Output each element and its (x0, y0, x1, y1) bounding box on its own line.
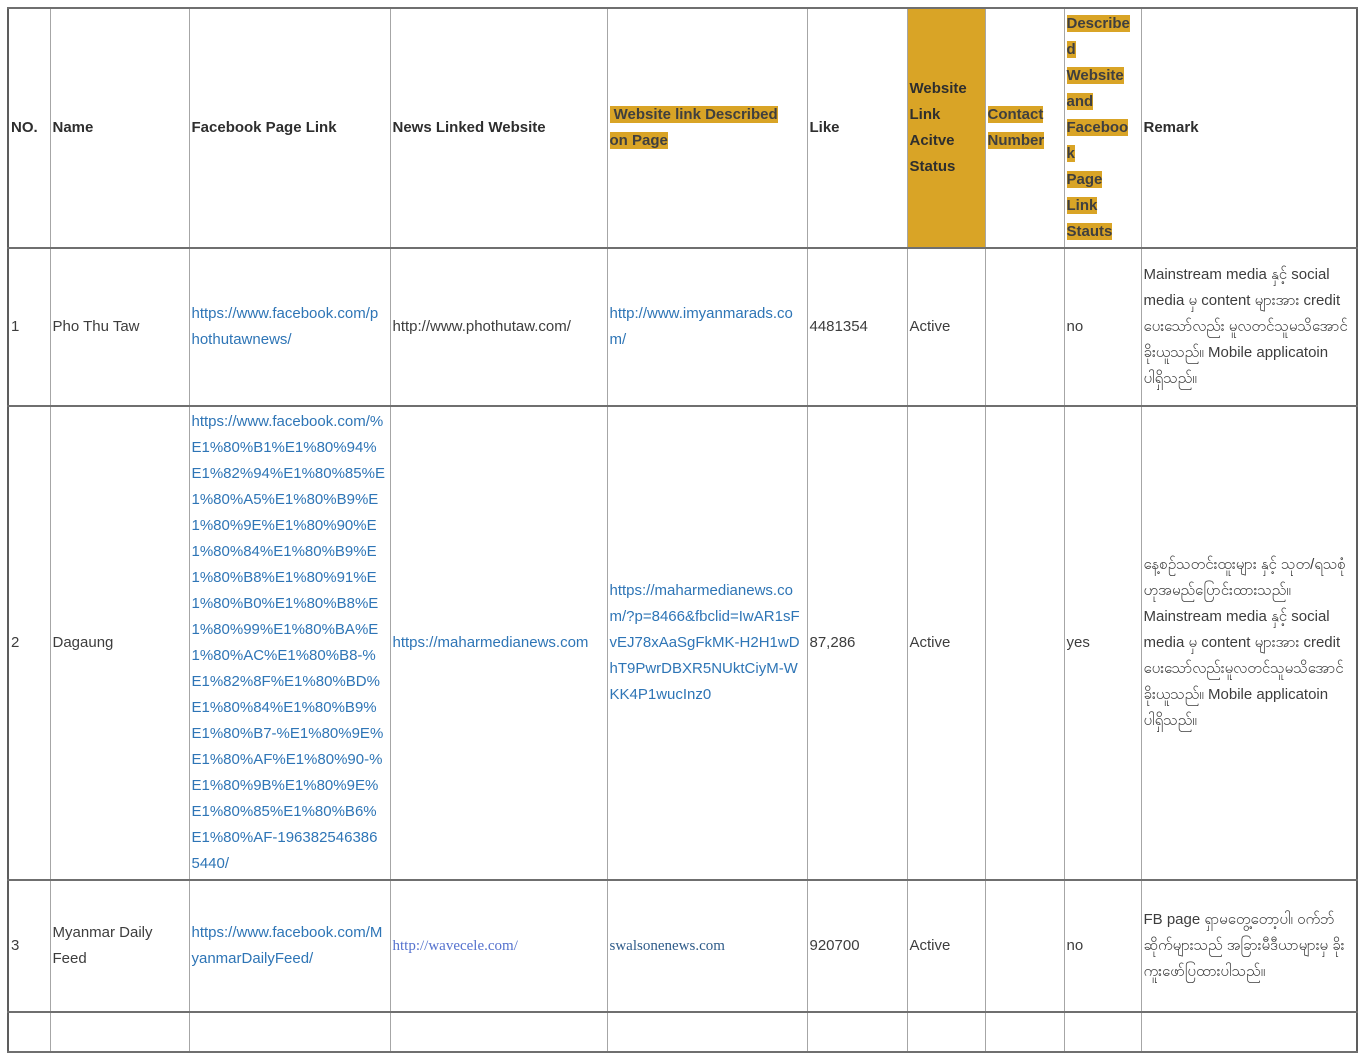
cell-no: 3 (7, 879, 51, 1013)
cell-facebook-page-link: https://www.facebook.com/%E1%80%B1%E1%80… (188, 405, 391, 881)
col-header-described-label: Website link Described on Page (609, 106, 778, 149)
cell-empty (806, 1011, 908, 1053)
cell-no: 1 (7, 247, 51, 407)
cell-contact-number (984, 405, 1065, 881)
cell-empty (906, 1011, 986, 1053)
cell-empty (1063, 1011, 1142, 1053)
cell-empty (7, 1011, 51, 1053)
cell-empty (389, 1011, 608, 1053)
cell-described-status: no (1063, 879, 1142, 1013)
facebook-page-link[interactable]: https://www.facebook.com/%E1%80%B1%E1%80… (191, 413, 385, 872)
col-header-contact-label: Contact Number (987, 106, 1045, 149)
cell-no: 2 (7, 405, 51, 881)
cell-news-linked-website: http://wavecele.com/ (389, 879, 608, 1013)
facebook-page-link[interactable]: https://www.facebook.com/phothutawnews/ (191, 305, 379, 348)
cell-contact-number (984, 247, 1065, 407)
header-row: NO. Name Facebook Page Link News Linked … (7, 7, 1358, 249)
col-header-described-status-label: Described Website and Facebook Page Link… (1066, 15, 1130, 240)
cell-name: Myanmar Daily Feed (49, 879, 190, 1013)
cell-like-count: 920700 (806, 879, 908, 1013)
facebook-page-link[interactable]: https://www.facebook.com/MyanmarDailyFee… (191, 924, 383, 967)
col-header-website-link-described: Website link Described on Page (606, 7, 808, 249)
cell-news-linked-website: http://www.phothutaw.com/ (389, 247, 608, 407)
cell-website-link-described: swalsonenews.com (606, 879, 808, 1013)
cell-contact-number (984, 879, 1065, 1013)
col-header-described-website-status: Described Website and Facebook Page Link… (1063, 7, 1142, 249)
col-header-news-linked-website: News Linked Website (389, 7, 608, 249)
cell-active-status: Active (906, 879, 986, 1013)
cell-like-count: 87,286 (806, 405, 908, 881)
col-header-news-label: News Linked Website (392, 119, 546, 136)
cell-remark: FB page ရှာမတွေ့တော့ပါ၊ ဝက်ဘ်ဆိုက်များသည… (1140, 879, 1358, 1013)
cell-empty (188, 1011, 391, 1053)
col-header-name: Name (49, 7, 190, 249)
col-header-like-label: Like (809, 119, 840, 136)
col-header-remark: Remark (1140, 7, 1358, 249)
described-website-link[interactable]: https://maharmedianews.com/?p=8466&fbcli… (609, 582, 800, 703)
cell-remark: နေ့စဉ်သတင်းထူးများ နှင့် သုတ/ရသစုံ ဟုအမည… (1140, 405, 1358, 881)
cell-empty (1140, 1011, 1358, 1053)
cell-described-status: no (1063, 247, 1142, 407)
cell-like-count: 4481354 (806, 247, 908, 407)
col-header-facebook-label: Facebook Page Link (191, 119, 337, 136)
table-row-clipped (7, 1011, 1358, 1053)
cell-remark: Mainstream media နှင့် social media မှ c… (1140, 247, 1358, 407)
col-header-no: NO. (7, 7, 51, 249)
cell-website-link-described: https://maharmedianews.com/?p=8466&fbcli… (606, 405, 808, 881)
cell-empty (49, 1011, 190, 1053)
cell-name: Pho Thu Taw (49, 247, 190, 407)
described-website-link[interactable]: swalsonenews.com (609, 938, 725, 954)
col-header-no-label: NO. (11, 119, 38, 136)
cell-active-status: Active (906, 405, 986, 881)
described-website-link[interactable]: http://www.imyanmarads.com/ (609, 305, 793, 348)
col-header-contact-number: Contact Number (984, 7, 1065, 249)
cell-facebook-page-link: https://www.facebook.com/phothutawnews/ (188, 247, 391, 407)
col-header-facebook-page-link: Facebook Page Link (188, 7, 391, 249)
cell-website-link-described: http://www.imyanmarads.com/ (606, 247, 808, 407)
cell-facebook-page-link: https://www.facebook.com/MyanmarDailyFee… (188, 879, 391, 1013)
news-website-link[interactable]: https://maharmedianews.com (392, 634, 589, 651)
table-row: 1 Pho Thu Taw https://www.facebook.com/p… (7, 247, 1358, 407)
table-row: 2 Dagaung https://www.facebook.com/%E1%8… (7, 405, 1358, 881)
col-header-like: Like (806, 7, 908, 249)
cell-empty (984, 1011, 1065, 1053)
cell-empty (606, 1011, 808, 1053)
table-row: 3 Myanmar Daily Feed https://www.faceboo… (7, 879, 1358, 1013)
cell-active-status: Active (906, 247, 986, 407)
cell-name: Dagaung (49, 405, 190, 881)
cell-news-linked-website: https://maharmedianews.com (389, 405, 608, 881)
col-header-name-label: Name (52, 119, 94, 136)
col-header-website-link-active-status: Website Link Acitve Status (906, 7, 986, 249)
col-header-remark-label: Remark (1143, 119, 1199, 136)
media-pages-table: NO. Name Facebook Page Link News Linked … (7, 7, 1358, 1053)
cell-described-status: yes (1063, 405, 1142, 881)
news-website-link[interactable]: http://wavecele.com/ (392, 938, 518, 954)
